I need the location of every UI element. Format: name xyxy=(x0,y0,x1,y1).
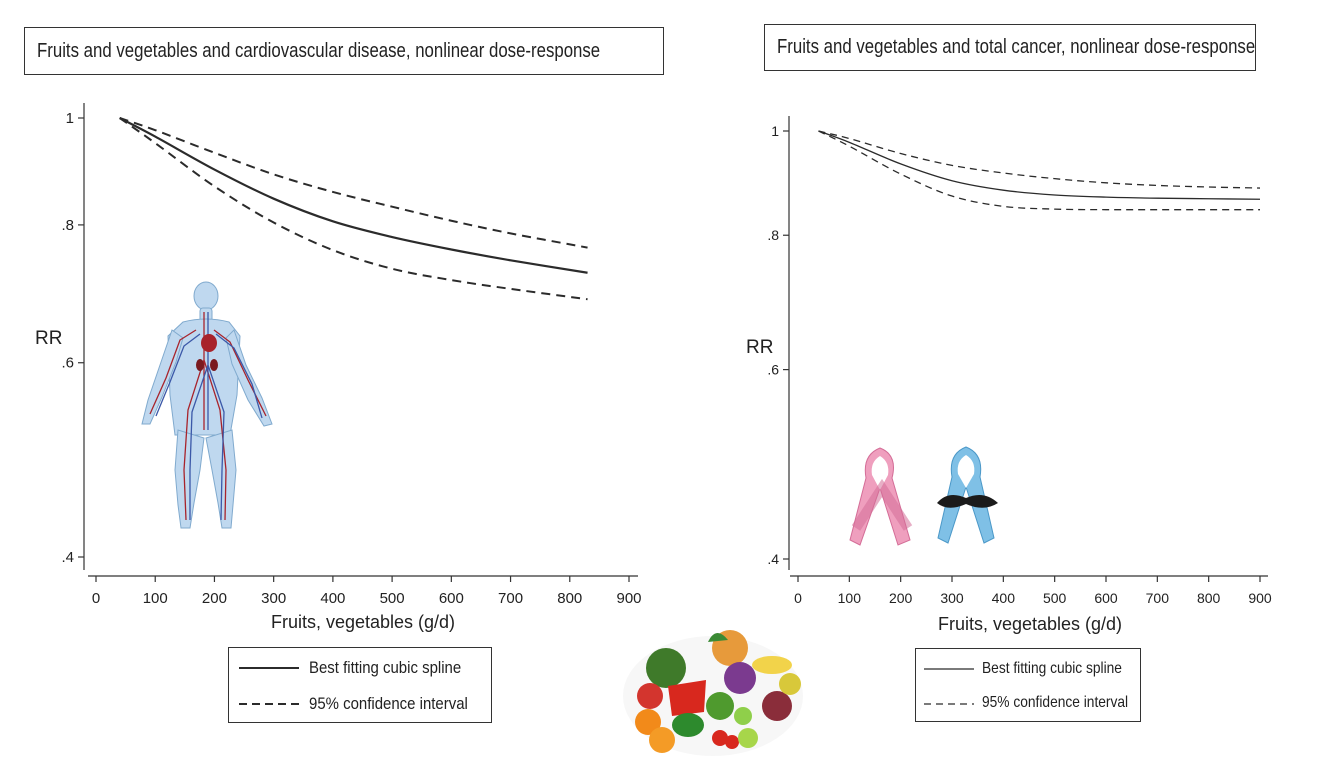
legend-dashed-label: 95% confidence interval xyxy=(309,694,468,713)
y-tick-label: 1 xyxy=(771,123,779,139)
cvd-chart: 0 100 200 300 400 500 600 700 800 900 1 .8 .6 .4 RR F… xyxy=(35,103,642,632)
x-axis-label-cancer: Fruits, vegetables (g/d) xyxy=(938,614,1122,634)
x-tick-label: 100 xyxy=(143,590,168,607)
y-tick-label: .6 xyxy=(61,355,74,372)
x-tick-label: 200 xyxy=(889,590,913,606)
legend-dashed-label: 95% confidence interval xyxy=(982,694,1129,711)
x-tick-label: 600 xyxy=(1094,590,1118,606)
y-tick-label: .4 xyxy=(61,549,74,566)
x-tick-label: 500 xyxy=(1043,590,1067,606)
blue-ribbon-mustache-icon xyxy=(937,446,998,544)
y-axis-label-cvd: RR xyxy=(35,328,62,349)
x-tick-label: 300 xyxy=(261,590,286,607)
legend-cvd-keys xyxy=(239,667,299,705)
x-tick-label: 600 xyxy=(439,590,464,607)
x-tick-label: 400 xyxy=(320,590,345,607)
x-axis-label-cvd: Fruits, vegetables (g/d) xyxy=(271,612,455,632)
x-tick-label: 700 xyxy=(498,590,523,607)
legend-solid-label: Best fitting cubic spline xyxy=(982,660,1122,677)
spline-line xyxy=(818,130,1261,200)
chart-title-cvd-text: Fruits and vegetables and cardiovascular… xyxy=(37,39,601,62)
y-axis-label-cancer: RR xyxy=(746,337,773,358)
x-tick-label: 0 xyxy=(794,590,802,606)
y-tick-label: .8 xyxy=(61,217,74,234)
x-tick-label: 0 xyxy=(92,590,100,607)
y-tick-label: .6 xyxy=(767,362,779,378)
x-tick-label: 500 xyxy=(380,590,405,607)
fruits-vegetables-icon xyxy=(623,630,803,756)
x-tick-label: 100 xyxy=(838,590,862,606)
chart-title-cancer: Fruits and vegetables and total cancer, … xyxy=(764,24,1256,71)
ci-line-2 xyxy=(818,130,1260,211)
y-tick-label: 1 xyxy=(66,110,74,127)
ci-line-1 xyxy=(119,117,588,249)
y-tick-label: .4 xyxy=(767,551,779,567)
chart-title-cancer-text: Fruits and vegetables and total cancer, … xyxy=(777,36,1256,58)
x-tick-label: 200 xyxy=(202,590,227,607)
x-tick-label: 800 xyxy=(1197,590,1221,606)
legend-cancer: Best fitting cubic spline 95% confidence… xyxy=(915,648,1141,722)
y-tick-label: .8 xyxy=(767,227,779,243)
x-tick-label: 400 xyxy=(992,590,1016,606)
spline-line xyxy=(119,117,588,274)
x-tick-label: 800 xyxy=(557,590,582,607)
legend-solid-label: Best fitting cubic spline xyxy=(309,658,462,677)
human-circulatory-system-icon xyxy=(141,281,273,529)
x-tick-label: 900 xyxy=(1248,590,1272,606)
chart-title-cvd: Fruits and vegetables and cardiovascular… xyxy=(24,27,664,75)
ci-line-1 xyxy=(818,130,1261,189)
ci-line-2 xyxy=(119,117,588,301)
legend-cvd: Best fitting cubic spline 95% confidence… xyxy=(228,647,492,723)
cancer-chart: 0 100 200 300 400 500 600 700 800 900 1 .8 .6 .4 RR F… xyxy=(746,116,1272,634)
pink-ribbon-icon xyxy=(849,447,913,546)
x-tick-label: 300 xyxy=(940,590,964,606)
x-tick-label: 900 xyxy=(616,590,641,607)
legend-cancer-keys xyxy=(924,668,974,705)
x-tick-label: 700 xyxy=(1146,590,1170,606)
